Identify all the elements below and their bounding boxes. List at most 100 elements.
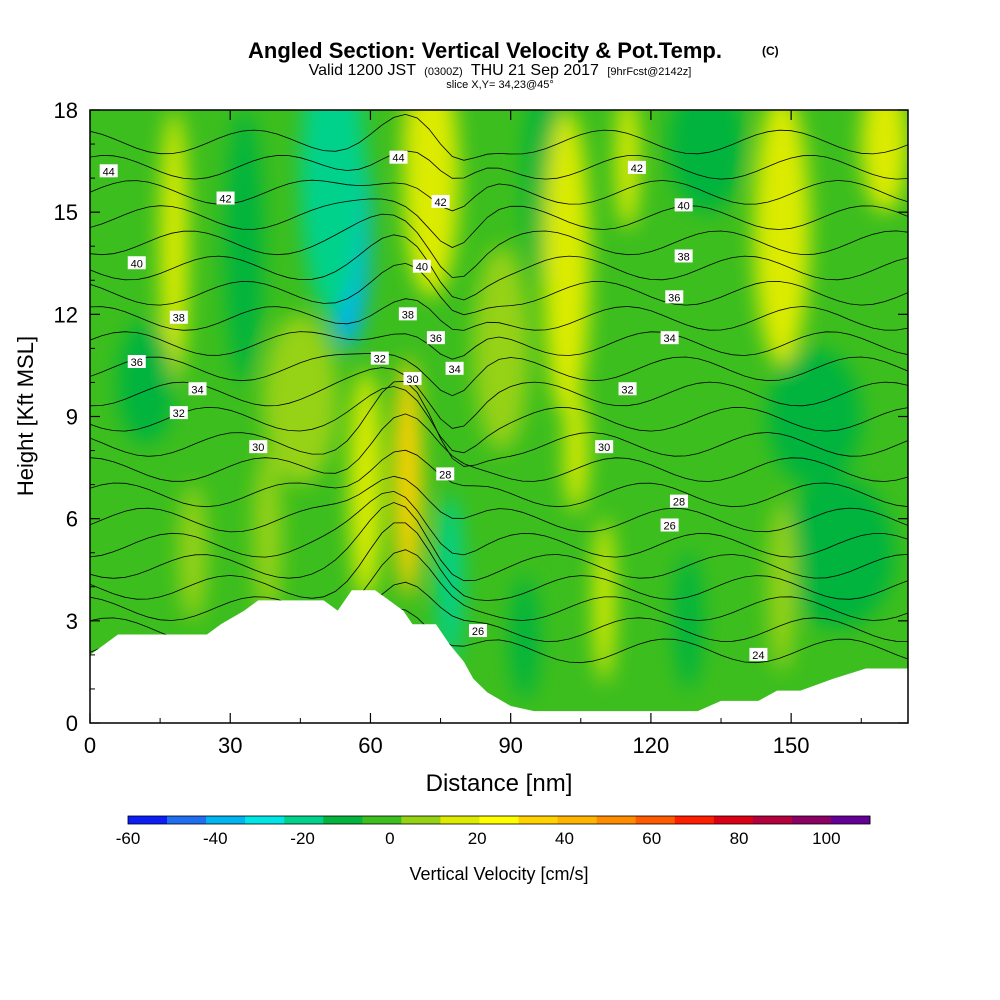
colorbar-swatch <box>245 816 285 824</box>
theta-contour <box>90 262 908 316</box>
theta-label-text: 36 <box>131 357 143 369</box>
chart-subtitle: Valid 1200 JST (0300Z) THU 21 Sep 2017 [… <box>309 62 692 79</box>
theta-contour-label: 24 <box>749 647 768 662</box>
theta-contour <box>90 198 908 248</box>
velocity-cell <box>767 348 862 485</box>
theta-label-box <box>749 647 768 661</box>
theta-contour-label: 34 <box>445 361 464 376</box>
theta-contour-label: 32 <box>169 406 188 420</box>
theta-contour <box>90 380 908 467</box>
theta-label-text: 40 <box>678 200 690 212</box>
theta-label-box <box>127 256 146 270</box>
theta-contour-label: 44 <box>389 150 408 165</box>
theta-contour-label: 34 <box>188 382 207 396</box>
x-axis-label: Distance [nm] <box>426 770 573 797</box>
colorbar-tick-label: 0 <box>385 829 394 848</box>
colorbar-swatch <box>128 816 168 824</box>
theta-contour-label: 28 <box>669 494 688 509</box>
theta-label-box <box>249 440 268 454</box>
theta-contour-label: 34 <box>660 331 679 345</box>
theta-label-box <box>669 494 688 508</box>
theta-label-text: 32 <box>173 408 185 420</box>
velocity-cell <box>403 110 460 298</box>
chart-slice-label: slice X,Y= 34,23@45° <box>446 79 554 91</box>
velocity-cell <box>753 110 810 366</box>
colorbar-frame <box>127 815 871 825</box>
theta-label-text: 44 <box>392 153 404 165</box>
theta-contour <box>90 522 908 601</box>
theta-contour-label: 32 <box>618 382 637 396</box>
x-tick-label: 150 <box>773 733 810 758</box>
theta-label-box <box>216 191 235 205</box>
theta-label-text: 32 <box>374 354 386 366</box>
velocity-cell <box>300 110 366 315</box>
theta-contour-label: 44 <box>99 164 118 178</box>
velocity-cell <box>861 110 908 213</box>
velocity-cell <box>225 110 263 383</box>
theta-contour <box>90 113 908 161</box>
theta-label-box <box>431 194 450 208</box>
velocity-cell <box>349 368 383 601</box>
theta-contour-label: 38 <box>674 249 693 263</box>
colorbar-swatch <box>362 816 402 824</box>
velocity-cell <box>669 110 745 213</box>
velocity-cell <box>615 110 640 230</box>
colorbar-swatch <box>557 816 598 824</box>
velocity-field: 44 44 42 42 42 40 40 40 38 38 38 36 36 36 34 34 34 32 32 32… <box>90 110 908 723</box>
y-tick-label: 9 <box>66 405 78 430</box>
chart-title-unit: (C) <box>762 44 779 58</box>
colorbar-swatch <box>674 816 715 824</box>
theta-contour <box>90 367 908 429</box>
theta-label-text: 38 <box>678 251 690 263</box>
theta-label-text: 24 <box>752 650 764 662</box>
velocity-cell <box>781 477 894 628</box>
x-tick-label: 90 <box>498 733 522 758</box>
theta-label-text: 28 <box>439 469 451 481</box>
theta-contour-label: 26 <box>468 624 487 638</box>
theta-contour <box>90 502 908 582</box>
theta-contour <box>90 234 908 301</box>
colorbar-swatch <box>791 816 832 824</box>
theta-label-text: 38 <box>173 313 185 325</box>
theta-label-text: 36 <box>430 333 442 345</box>
theta-label-box <box>169 310 188 324</box>
theta-label-text: 32 <box>621 384 633 396</box>
theta-label-text: 42 <box>631 163 643 175</box>
colorbar-swatch <box>752 816 793 824</box>
subtitle-date: THU 21 Sep 2017 <box>471 62 599 79</box>
y-tick-label: 18 <box>54 98 78 123</box>
theta-contour-label: 42 <box>627 160 646 175</box>
y-tick-label: 15 <box>54 200 78 225</box>
y-tick-label: 6 <box>66 507 78 532</box>
theta-label-box <box>169 406 188 420</box>
x-tick-label: 60 <box>358 733 382 758</box>
theta-label-text: 34 <box>448 364 460 376</box>
y-tick-label: 3 <box>66 609 78 634</box>
colorbar-swatch <box>635 816 676 824</box>
colorbar-swatch <box>830 816 871 824</box>
theta-label-text: 36 <box>668 292 680 304</box>
theta-contour-label: 36 <box>426 331 445 345</box>
colorbar-tick-label: 80 <box>730 829 749 848</box>
colorbar-tick-label: -60 <box>116 829 141 848</box>
y-axis-label: Height [Kft MSL] <box>13 336 38 496</box>
theta-contour-label: 30 <box>249 440 268 454</box>
theta-contour-label: 40 <box>412 259 431 274</box>
velocity-cell <box>674 552 703 689</box>
theta-label-box <box>188 382 207 396</box>
theta-label-box <box>389 150 408 164</box>
colorbar-tick-label: 100 <box>812 829 840 848</box>
theta-label-text: 40 <box>416 262 428 274</box>
theta-contour <box>90 386 908 454</box>
theta-label-box <box>370 351 389 365</box>
theta-label-text: 44 <box>103 166 115 178</box>
theta-label-box <box>468 624 487 638</box>
theta-label-box <box>398 307 417 321</box>
colorbar-swatch <box>323 816 363 824</box>
subtitle-forecast: [9hrFcst@2142z] <box>607 66 691 78</box>
theta-label-text: 38 <box>402 309 414 321</box>
theta-contour <box>90 150 908 180</box>
colorbar-tick-label: 20 <box>468 829 487 848</box>
x-tick-label: 0 <box>84 733 96 758</box>
